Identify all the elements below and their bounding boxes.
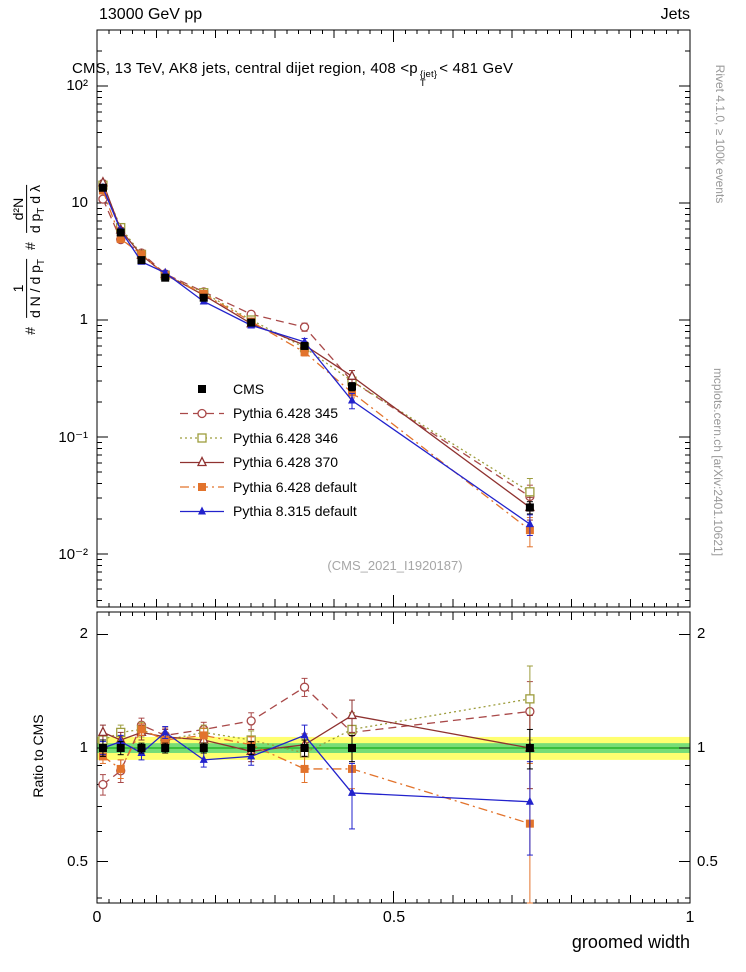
main-panel-series (97, 176, 535, 548)
main-ytick-1e-1: 10⁻¹ (58, 429, 88, 446)
legend-label-py6-370: Pythia 6.428 370 (233, 454, 339, 470)
plot-title-text-2: < 481 GeV (439, 60, 514, 77)
ratio-ytick-right-2: 2 (697, 625, 706, 642)
legend-samples (180, 385, 224, 515)
ratio-ytick-right-1: 1 (697, 739, 706, 756)
pt-superscript: {jet} (419, 69, 438, 80)
main-ytick-1: 1 (79, 311, 88, 328)
ratio-ytick-left-05: 0.5 (67, 853, 88, 870)
plot-title: CMS, 13 TeV, AK8 jets, central dijet reg… (72, 60, 513, 88)
fraction-2-num: d²N (10, 185, 28, 234)
legend-label-py6-346: Pythia 6.428 346 (233, 430, 339, 446)
xtick-05: 0.5 (382, 909, 406, 926)
fraction-1: 1 d N / d pT (10, 258, 50, 318)
legend-label-py6-345: Pythia 6.428 345 (233, 405, 339, 421)
ratio-ytick-right-05: 0.5 (697, 853, 718, 870)
beam-energy-label: 13000 GeV pp (99, 6, 203, 23)
ratio-uncertainty-bands (97, 736, 690, 760)
hash-symbol-2: # (21, 242, 38, 250)
ratio-ytick-left-2: 2 (79, 625, 88, 642)
watermark-analysis-id: (CMS_2021_I1920187) (327, 558, 463, 573)
xtick-1: 1 (685, 909, 695, 926)
main-ytick-1e1: 10 (71, 194, 88, 211)
y-axis-label-ratio: Ratio to CMS (30, 714, 46, 798)
legend-label-py8-default: Pythia 8.315 default (233, 503, 357, 519)
fraction-1-den-sub: T (35, 258, 47, 266)
fraction-2-den-text: d p (27, 213, 44, 234)
main-ytick-1e2: 10² (66, 77, 88, 94)
ratio-ytick-left-1: 1 (79, 739, 88, 756)
rivet-version-note: Rivet 4.1.0, ≥ 100k events (713, 64, 727, 204)
fraction-1-num: 1 (10, 258, 28, 318)
fraction-1-den: d N / d pT (27, 259, 50, 318)
plot-title-text: CMS, 13 TeV, AK8 jets, central dijet reg… (72, 60, 418, 77)
legend-label-py6-default: Pythia 6.428 default (233, 479, 357, 495)
analysis-group-label: Jets (660, 6, 690, 23)
main-ytick-1e-2: 10⁻² (58, 546, 88, 563)
hash-symbol: # (21, 326, 38, 335)
pt-jet-script: {jet} T (419, 69, 438, 89)
mcplots-arxiv-note: mcplots.cern.ch [arXiv:2401.10621] (711, 367, 725, 557)
ratio-panel-series (97, 665, 535, 904)
xtick-0: 0 (92, 909, 102, 926)
axis-ticks (96, 30, 691, 903)
pt-subscript: T (419, 78, 426, 89)
x-axis-label: groomed width (571, 932, 690, 952)
panel-frames (96, 29, 691, 904)
legend-label-cms: CMS (233, 381, 265, 397)
